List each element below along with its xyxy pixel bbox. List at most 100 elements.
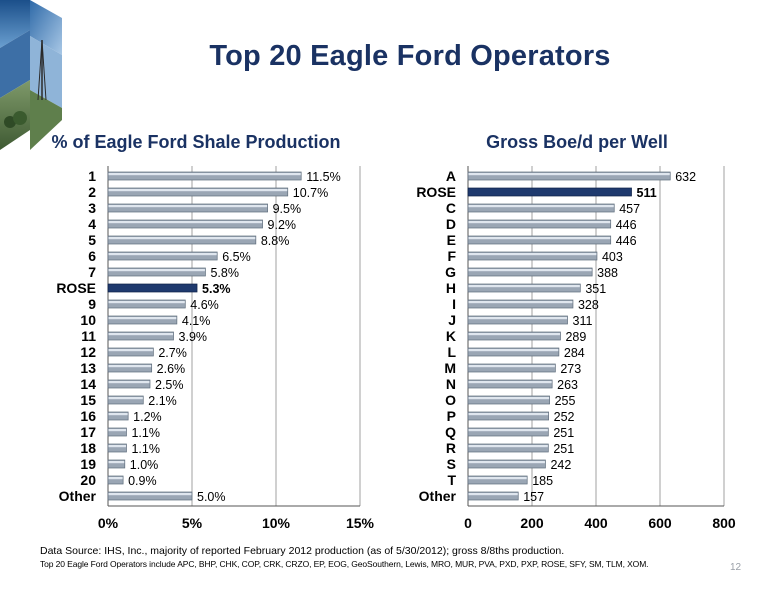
boe-bar (467, 347, 560, 357)
boe-bar-highlight (468, 349, 559, 352)
boe-value-label: 157 (523, 490, 544, 504)
share-bar (107, 395, 144, 405)
production-share-chart: % of Eagle Ford Shale Production 0% 5% 10% 1… (51, 132, 375, 531)
boe-value-label: 457 (619, 202, 640, 216)
boe-value-label: 273 (560, 362, 581, 376)
boe-category-label: Other (419, 488, 457, 504)
share-bar (107, 363, 153, 373)
share-bar (107, 411, 129, 421)
share-bar-highlight (108, 493, 192, 496)
share-category-label: 14 (80, 376, 96, 392)
boe-category-label: R (446, 440, 456, 456)
share-bar-highlight (108, 189, 288, 192)
boe-bar-highlight (468, 397, 550, 400)
share-bar-highlight (108, 413, 128, 416)
boe-category-label: E (447, 232, 456, 248)
share-value-label: 6.5% (222, 250, 251, 264)
boe-value-label: 289 (565, 330, 586, 344)
boe-category-label: H (446, 280, 456, 296)
share-bar-highlight (108, 381, 150, 384)
boe-category-label: P (447, 408, 456, 424)
share-category-label: Other (59, 488, 97, 504)
share-category-label: 19 (80, 456, 96, 472)
boe-value-label: 351 (585, 282, 606, 296)
share-tick-label: 5% (182, 515, 203, 531)
share-value-label: 2.5% (155, 378, 184, 392)
boe-category-label: I (452, 296, 456, 312)
share-bar-highlight (108, 221, 263, 224)
share-category-label: 1 (88, 168, 96, 184)
share-bar (107, 379, 151, 389)
boe-tick-label: 800 (712, 515, 736, 531)
boe-category-label: G (445, 264, 456, 280)
share-value-label: 4.1% (182, 314, 211, 328)
boe-bar-highlight (468, 301, 573, 304)
share-bar (107, 299, 186, 309)
boe-value-label: 284 (564, 346, 585, 360)
boe-title: Gross Boe/d per Well (486, 132, 668, 152)
boe-value-label: 446 (616, 234, 637, 248)
share-bar-highlight (108, 461, 125, 464)
boe-bar (467, 315, 568, 325)
share-category-label: 11 (81, 328, 96, 344)
boe-value-label: 251 (553, 426, 574, 440)
boe-bar (467, 187, 632, 197)
boe-value-label: 242 (550, 458, 571, 472)
share-bar-highlight (108, 429, 126, 432)
boe-bar-highlight (468, 285, 580, 288)
share-value-label: 10.7% (293, 186, 328, 200)
boe-tick-label: 200 (520, 515, 544, 531)
share-value-label: 1.1% (131, 442, 160, 456)
boe-value-label: 255 (555, 394, 576, 408)
share-value-label: 8.8% (261, 234, 290, 248)
share-tick-label: 15% (346, 515, 375, 531)
share-bar (107, 171, 302, 181)
share-category-label: ROSE (56, 280, 96, 296)
boe-bar (467, 171, 671, 181)
boe-bar (467, 331, 561, 341)
boe-value-label: 251 (553, 442, 574, 456)
share-value-label: 1.2% (133, 410, 162, 424)
boe-bar (467, 475, 528, 485)
page-number: 12 (730, 562, 742, 573)
share-bar-highlight (108, 317, 177, 320)
boe-category-label: L (447, 344, 456, 360)
boe-value-label: 185 (532, 474, 553, 488)
share-bar-highlight (108, 333, 174, 336)
boe-bar (467, 411, 549, 421)
share-category-label: 6 (88, 248, 96, 264)
boe-bar-highlight (468, 477, 527, 480)
boe-bar-highlight (468, 317, 568, 320)
share-value-label: 3.9% (179, 330, 208, 344)
share-bar-highlight (108, 477, 123, 480)
share-category-label: 9 (88, 296, 96, 312)
boe-bar-highlight (468, 269, 592, 272)
share-value-label: 5.3% (202, 282, 231, 296)
share-category-label: 18 (80, 440, 96, 456)
boe-value-label: 252 (554, 410, 575, 424)
share-bar (107, 427, 127, 437)
boe-bar-highlight (468, 205, 614, 208)
boe-tick-label: 400 (584, 515, 608, 531)
boe-bar (467, 427, 549, 437)
share-bar-highlight (108, 349, 153, 352)
boe-bar (467, 459, 546, 469)
share-bar-highlight (108, 445, 126, 448)
boe-category-label: Q (445, 424, 456, 440)
boe-bar (467, 363, 556, 373)
share-category-label: 4 (88, 216, 96, 232)
share-bar-highlight (108, 253, 217, 256)
share-tick-label: 10% (262, 515, 291, 531)
boe-bar-highlight (468, 493, 518, 496)
share-bar-highlight (108, 205, 268, 208)
share-value-label: 5.8% (210, 266, 239, 280)
boe-category-label: M (444, 360, 456, 376)
boe-bar-highlight (468, 461, 545, 464)
share-category-label: 12 (80, 344, 96, 360)
share-value-label: 1.1% (131, 426, 160, 440)
share-bar (107, 251, 218, 261)
boe-bar-highlight (468, 173, 670, 176)
share-bar (107, 491, 193, 501)
share-bar (107, 475, 124, 485)
boe-bar (467, 443, 549, 453)
